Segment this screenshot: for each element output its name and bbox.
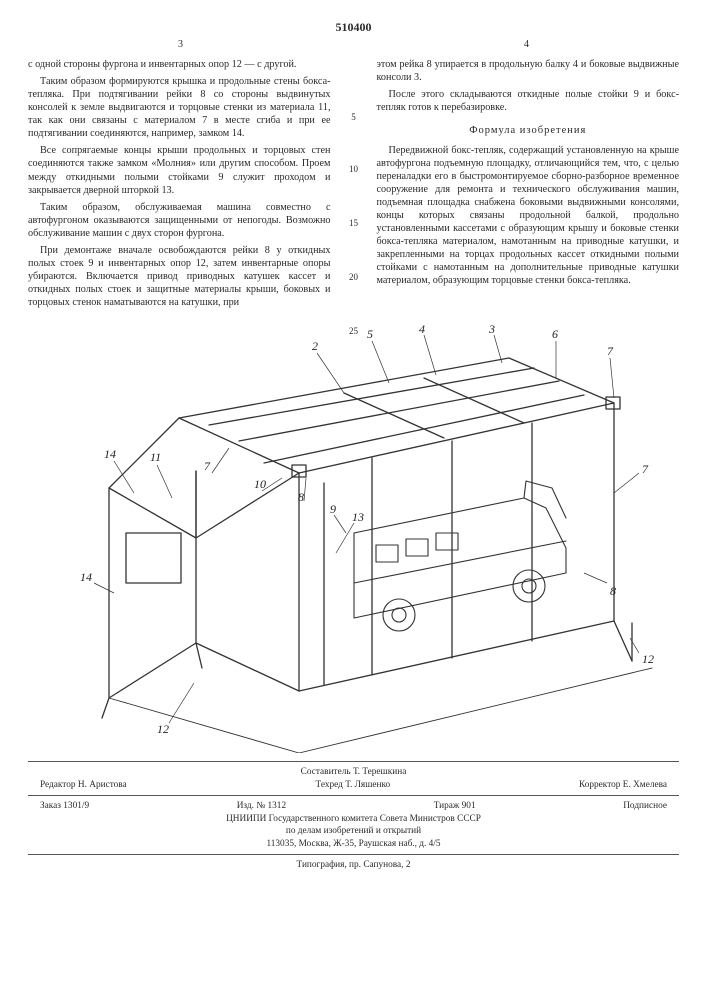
fig-label: 5 bbox=[367, 327, 373, 341]
fig-label: 9 bbox=[330, 502, 336, 516]
para: Таким образом формируются крышка и продо… bbox=[28, 75, 331, 140]
line-marker: 5 bbox=[345, 112, 363, 124]
org-line1: ЦНИИПИ Государственного комитета Совета … bbox=[28, 813, 679, 826]
fig-label: 3 bbox=[488, 323, 495, 336]
line-marker: 10 bbox=[345, 164, 363, 176]
para: При демонтаже вначале освобождаются рейк… bbox=[28, 244, 331, 309]
fig-label: 14 bbox=[104, 447, 116, 461]
line-marker: 20 bbox=[345, 272, 363, 284]
right-column: этом рейка 8 упирается в продольную балк… bbox=[377, 58, 680, 313]
line-marker: 25 bbox=[345, 326, 363, 338]
fig-label: 6 bbox=[552, 327, 558, 341]
para: этом рейка 8 упирается в продольную балк… bbox=[377, 58, 680, 84]
page-numbers: 3 4 bbox=[28, 39, 679, 52]
para: с одной стороны фургона и инвентарных оп… bbox=[28, 58, 331, 71]
editor: Редактор Н. Аристова bbox=[40, 779, 127, 792]
document-number: 510400 bbox=[28, 20, 679, 35]
page-num-left: 3 bbox=[178, 39, 183, 52]
order: Заказ 1301/9 bbox=[40, 800, 89, 813]
footer-block: Составитель Т. Терешкина Редактор Н. Ари… bbox=[28, 761, 679, 872]
page: 510400 3 4 с одной стороны фургона и инв… bbox=[0, 0, 707, 1000]
line-number-gutter: 5 10 15 20 25 bbox=[345, 58, 363, 313]
formula-title: Формула изобретения bbox=[377, 124, 680, 137]
sign: Подписное bbox=[623, 800, 667, 813]
fig-label: 7 bbox=[642, 462, 649, 476]
fig-label: 7 bbox=[204, 459, 211, 473]
fig-label: 12 bbox=[642, 652, 654, 666]
compiler: Составитель Т. Терешкина bbox=[28, 766, 679, 779]
page-num-right: 4 bbox=[524, 39, 529, 52]
fig-label: 12 bbox=[157, 722, 169, 736]
tirazh: Тираж 901 bbox=[434, 800, 476, 813]
text-columns: с одной стороны фургона и инвентарных оп… bbox=[28, 58, 679, 313]
fig-label: 4 bbox=[419, 323, 425, 336]
corrector: Корректор Е. Хмелева bbox=[579, 779, 667, 792]
claim-text: Передвижной бокс-тепляк, содержащий уста… bbox=[377, 144, 680, 288]
line-marker: 15 bbox=[345, 218, 363, 230]
fig-label: 8 bbox=[298, 490, 304, 504]
fig-label: 14 bbox=[80, 570, 92, 584]
fig-label: 7 bbox=[607, 344, 614, 358]
left-column: с одной стороны фургона и инвентарных оп… bbox=[28, 58, 331, 313]
izdat: Изд. № 1312 bbox=[237, 800, 286, 813]
fig-label: 13 bbox=[352, 510, 364, 524]
patent-figure: 2 5 4 3 6 7 7 8 7 11 14 14 10 8 9 13 12 … bbox=[28, 323, 679, 753]
fig-label: 10 bbox=[254, 477, 266, 491]
figure-svg: 2 5 4 3 6 7 7 8 7 11 14 14 10 8 9 13 12 … bbox=[54, 323, 654, 753]
org-line2: по делам изобретений и открытий bbox=[28, 825, 679, 838]
address: 113035, Москва, Ж-35, Раушская наб., д. … bbox=[28, 838, 679, 851]
fig-label: 8 bbox=[610, 584, 616, 598]
para: Все сопрягаемые концы крыши продольных и… bbox=[28, 144, 331, 196]
para: После этого складываются откидные полые … bbox=[377, 88, 680, 114]
techred: Техред Т. Ляшенко bbox=[316, 779, 391, 792]
typography: Типография, пр. Сапунова, 2 bbox=[28, 859, 679, 872]
fig-label: 2 bbox=[312, 339, 318, 353]
fig-label: 11 bbox=[150, 450, 161, 464]
para: Таким образом, обслуживаемая машина совм… bbox=[28, 201, 331, 240]
